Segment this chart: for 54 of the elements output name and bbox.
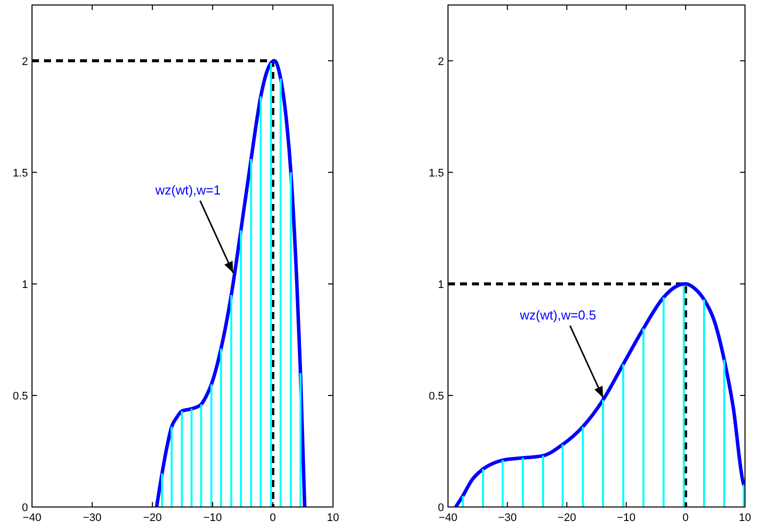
x-tick-label: −30 bbox=[498, 512, 517, 524]
bar bbox=[462, 496, 464, 507]
annotation: wz(wt),w=0.5 bbox=[518, 308, 596, 323]
x-tick-label: −20 bbox=[557, 512, 576, 524]
bar bbox=[240, 230, 242, 507]
y-tick-label: 1.5 bbox=[12, 167, 28, 180]
x-tick-label: −30 bbox=[82, 512, 102, 524]
bar bbox=[622, 364, 624, 507]
bar bbox=[280, 78, 282, 507]
bar bbox=[180, 411, 183, 507]
bar bbox=[502, 460, 504, 507]
bar bbox=[299, 373, 302, 507]
bar bbox=[482, 469, 484, 507]
x-tick-label: 0 bbox=[270, 512, 276, 524]
bar bbox=[190, 408, 193, 507]
y-tick-label: 1 bbox=[22, 278, 28, 291]
bar bbox=[250, 158, 252, 507]
y-tick-label: 1 bbox=[438, 278, 444, 291]
x-tick-label: −40 bbox=[22, 512, 42, 524]
x-tick-label: −10 bbox=[616, 512, 636, 524]
y-tick-label: 0 bbox=[438, 502, 444, 514]
bar bbox=[290, 172, 292, 507]
x-tick-label: 0 bbox=[682, 512, 689, 524]
bar bbox=[582, 426, 584, 507]
bar bbox=[220, 348, 222, 507]
bar bbox=[682, 286, 685, 507]
bar bbox=[230, 295, 232, 507]
bar bbox=[270, 63, 272, 507]
bar bbox=[161, 474, 164, 507]
y-tick-label: 2 bbox=[22, 56, 28, 68]
bar bbox=[662, 297, 665, 507]
y-tick-label: 2 bbox=[438, 56, 444, 68]
bar bbox=[200, 404, 202, 507]
bar bbox=[723, 360, 726, 507]
x-tick-label: −40 bbox=[438, 512, 458, 524]
line-series bbox=[454, 282, 745, 507]
bar bbox=[170, 426, 173, 507]
bar bbox=[210, 384, 212, 507]
bar bbox=[642, 328, 644, 507]
y-tick-label: 0.5 bbox=[428, 390, 444, 402]
x-tick-label: −10 bbox=[203, 512, 222, 524]
x-tick-label: 10 bbox=[326, 512, 340, 524]
bar bbox=[522, 458, 524, 507]
y-tick-label: 1.5 bbox=[428, 167, 444, 180]
x-tick-label: −20 bbox=[143, 512, 162, 524]
bar bbox=[602, 400, 604, 507]
bar bbox=[562, 444, 564, 507]
bar bbox=[542, 456, 544, 507]
annotation: wz(wt),w=1 bbox=[154, 182, 221, 198]
bar bbox=[703, 300, 706, 507]
x-tick-label: 10 bbox=[738, 512, 752, 524]
bar bbox=[260, 96, 262, 507]
y-tick-label: 0 bbox=[22, 502, 28, 514]
y-tick-label: 0.5 bbox=[12, 390, 28, 402]
